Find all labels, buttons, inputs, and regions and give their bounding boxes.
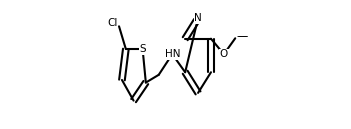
Text: N: N xyxy=(194,13,202,23)
Text: O: O xyxy=(220,49,228,59)
Text: —: — xyxy=(237,31,250,41)
Text: —: — xyxy=(237,31,248,41)
Text: S: S xyxy=(139,44,146,54)
Text: HN: HN xyxy=(165,49,180,59)
Text: Cl: Cl xyxy=(107,18,118,28)
